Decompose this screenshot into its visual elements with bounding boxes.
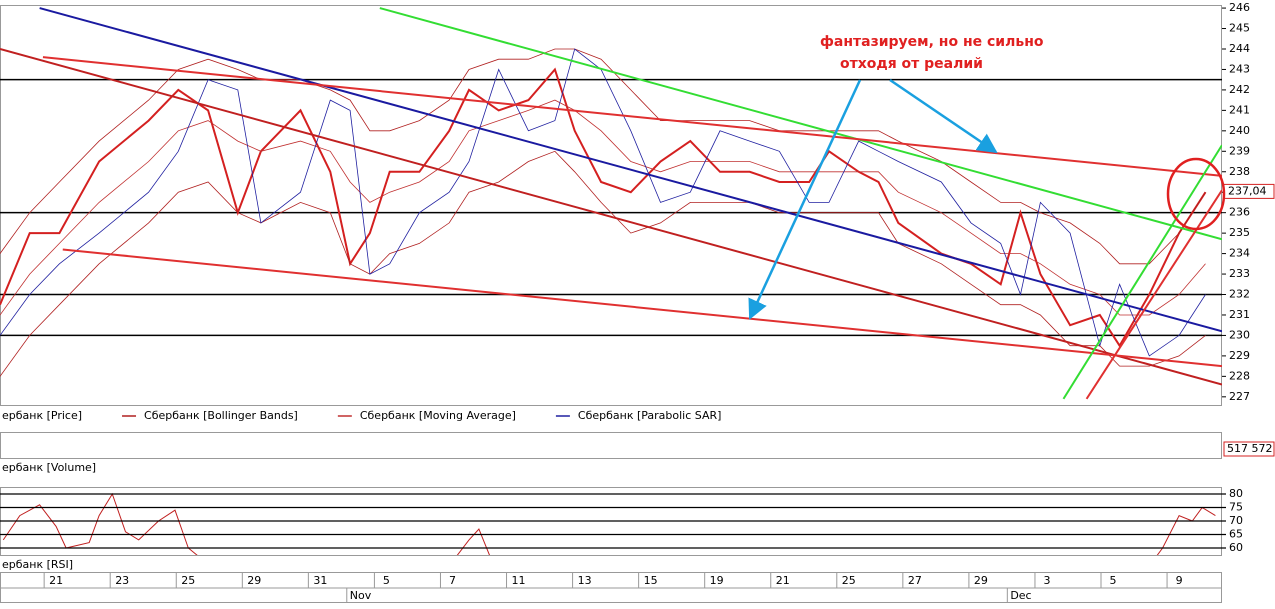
- y-tick-label: 75: [1229, 501, 1243, 514]
- x-tick-label: 9: [1176, 574, 1183, 587]
- x-tick-label: 23: [115, 574, 129, 587]
- y-tick-label: 243: [1229, 62, 1250, 75]
- rsi-label: ербанк [RSI]: [2, 558, 73, 571]
- highlight-circle: [1166, 157, 1226, 231]
- trend-line: [39, 7, 1222, 333]
- y-tick-label: 60: [1229, 541, 1243, 554]
- month-label: Dec: [1010, 589, 1031, 602]
- y-tick-label: 241: [1229, 103, 1250, 116]
- trend-line: [379, 7, 1222, 241]
- trend-line: [1062, 144, 1222, 400]
- x-tick-label: 29: [247, 574, 261, 587]
- y-tick-label: 70: [1229, 514, 1243, 527]
- legend-label: Сбербанк [Bollinger Bands]: [144, 409, 298, 422]
- volume-panel: [0, 432, 1222, 459]
- x-tick-label: 15: [644, 574, 658, 587]
- series-line: [0, 48, 1206, 265]
- y-tick-label: 245: [1229, 22, 1250, 35]
- y-tick-label: 65: [1229, 527, 1243, 540]
- x-tick-label: 13: [578, 574, 592, 587]
- x-tick-label: 5: [1110, 574, 1117, 587]
- x-tick-label: 27: [908, 574, 922, 587]
- x-tick-label: 7: [449, 574, 456, 587]
- y-tick-label: 239: [1229, 144, 1250, 157]
- y-tick-label: 240: [1229, 124, 1250, 137]
- legend-label: Сбербанк [Moving Average]: [360, 409, 516, 422]
- legend-label: ербанк [Price]: [2, 409, 82, 422]
- y-tick-label: 228: [1229, 369, 1250, 382]
- series-line: [0, 67, 1207, 348]
- trend-line: [62, 248, 1222, 368]
- arrow: [889, 78, 998, 154]
- x-tick-label: 31: [313, 574, 327, 587]
- x-tick-label: 5: [383, 574, 390, 587]
- trend-line: [42, 56, 1222, 177]
- x-tick-label: 21: [776, 574, 790, 587]
- y-tick-label: 80: [1229, 487, 1243, 500]
- y-tick-label: 244: [1229, 42, 1250, 55]
- y-tick-label: 242: [1229, 83, 1250, 96]
- trend-line: [0, 48, 1222, 386]
- x-tick-label: 25: [842, 574, 856, 587]
- x-tick-label: 11: [512, 574, 526, 587]
- annotation: отходя от реалий: [840, 56, 983, 72]
- annotation: фантазируем, но не сильно: [820, 34, 1044, 50]
- x-tick-label: 3: [1043, 574, 1050, 587]
- y-tick-label: 230: [1229, 328, 1250, 341]
- volume-last-label: 517 572: [1227, 442, 1273, 455]
- y-tick-label: 236: [1229, 206, 1250, 219]
- volume-box: [1223, 441, 1275, 457]
- last-price-label: 237,04: [1228, 184, 1267, 197]
- series-line: [0, 48, 1206, 357]
- y-tick-label: 233: [1229, 267, 1250, 280]
- legend-label: Сбербанк [Parabolic SAR]: [578, 409, 722, 422]
- month-label: Nov: [350, 589, 372, 602]
- y-tick-label: 232: [1229, 288, 1250, 301]
- x-tick-label: 19: [710, 574, 724, 587]
- y-tick-label: 234: [1229, 247, 1250, 260]
- y-tick-label: 229: [1229, 349, 1250, 362]
- y-tick-label: 238: [1229, 165, 1250, 178]
- y-tick-label: 246: [1229, 1, 1250, 14]
- x-tick-label: 25: [181, 574, 195, 587]
- y-tick-label: 227: [1229, 390, 1250, 403]
- arrow: [748, 79, 862, 320]
- trend-line: [1085, 189, 1222, 400]
- x-tick-label: 29: [974, 574, 988, 587]
- y-tick-label: 235: [1229, 226, 1250, 239]
- y-tick-label: 231: [1229, 308, 1250, 321]
- series-line: [0, 99, 1206, 316]
- x-tick-label: 21: [49, 574, 63, 587]
- volume-label: ербанк [Volume]: [2, 461, 96, 474]
- main-plot: [0, 7, 1222, 400]
- main-panel: [0, 5, 1222, 406]
